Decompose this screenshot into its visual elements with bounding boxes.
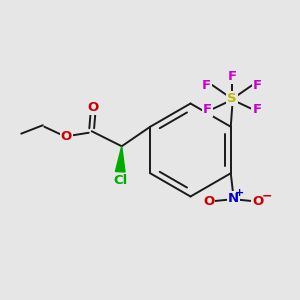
Text: F: F bbox=[253, 79, 262, 92]
Text: +: + bbox=[235, 188, 244, 198]
Text: F: F bbox=[202, 79, 211, 92]
Text: F: F bbox=[228, 70, 237, 83]
Text: O: O bbox=[88, 101, 99, 114]
Text: F: F bbox=[203, 103, 212, 116]
Text: F: F bbox=[252, 103, 261, 116]
Polygon shape bbox=[116, 146, 125, 172]
Text: Cl: Cl bbox=[113, 174, 127, 187]
Text: O: O bbox=[203, 195, 214, 208]
Text: N: N bbox=[228, 192, 239, 205]
Text: O: O bbox=[61, 130, 72, 143]
Text: −: − bbox=[262, 189, 272, 202]
Text: S: S bbox=[227, 92, 237, 105]
Text: O: O bbox=[252, 195, 263, 208]
